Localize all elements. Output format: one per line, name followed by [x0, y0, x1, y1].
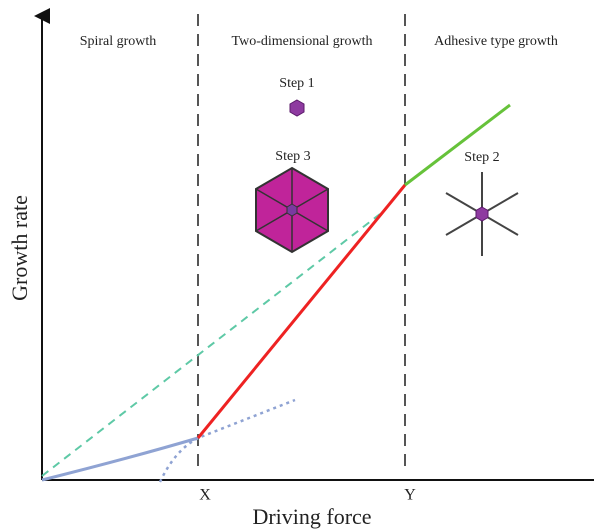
x-mark: X: [199, 487, 211, 504]
adhesive-line: [404, 103, 511, 187]
dotted-curve: [158, 398, 296, 483]
step2-crystal: [445, 172, 519, 256]
x-mark: Y: [404, 487, 416, 504]
spiral-curve: [41, 436, 199, 482]
y-axis-label: Growth rate: [7, 195, 32, 301]
step-label: Step 2: [464, 150, 499, 165]
step-label: Step 3: [275, 149, 310, 164]
x-axis-label: Driving force: [252, 504, 371, 529]
step-label: Step 1: [279, 76, 314, 91]
region-label: Spiral growth: [80, 34, 157, 49]
two-d-line: [196, 184, 407, 439]
step1-crystal: [289, 99, 305, 117]
region-label: Adhesive type growth: [434, 34, 558, 49]
region-label: Two-dimensional growth: [232, 34, 373, 49]
extrapolation-line: [41, 213, 381, 477]
step3-crystal: [255, 166, 329, 254]
